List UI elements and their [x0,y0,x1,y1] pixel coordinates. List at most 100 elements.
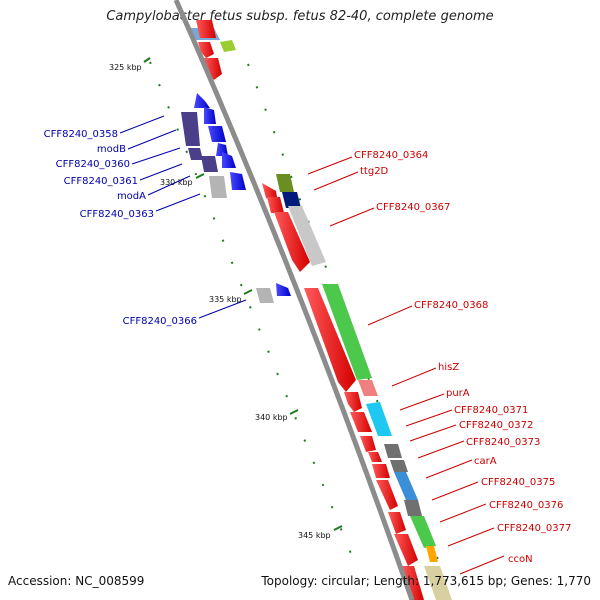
gene-feature [216,143,228,156]
gene-feature [181,112,200,146]
label-leader [399,393,445,411]
gene-label[interactable]: hisZ [438,362,459,373]
gene-label[interactable]: CFF8240_0375 [481,477,555,488]
gene-feature [372,464,390,478]
gene-feature [198,42,214,58]
label-leader [119,115,165,134]
gene-label[interactable]: modB [97,144,126,155]
gene-label[interactable]: CFF8240_0360 [56,159,130,170]
reverse-gene-labels: CFF8240_0358 modB CFF8240_0360 CFF8240_0… [44,115,247,327]
label-leader [409,424,457,442]
gene-feature [426,546,438,562]
forward-gene-labels: CFF8240_0364 ttg2D CFF8240_0367 CFF8240_… [307,150,571,575]
gene-label[interactable]: CFF8240_0376 [489,500,563,511]
gene-feature [360,436,376,452]
gene-feature [204,58,222,80]
label-leader [127,129,177,150]
label-leader [329,207,375,227]
label-leader [425,459,473,479]
gene-feature [282,192,301,208]
gene-feature [390,460,408,472]
gene-label[interactable]: CFF8240_0372 [459,420,533,431]
gene-feature [220,40,236,52]
label-leader [439,503,487,523]
gene-label[interactable]: CFF8240_0368 [414,300,488,311]
gene-feature [344,392,362,412]
gene-feature [358,380,378,396]
gene-label[interactable]: carA [474,456,497,467]
gene-feature [204,107,216,124]
tick-label-340: 340 kbp [255,413,288,422]
gene-feature [201,156,218,172]
gene-feature [276,174,294,192]
label-leader [198,299,247,319]
gene-label[interactable]: CFF8240_0373 [466,437,540,448]
gene-label[interactable]: CFF8240_0363 [80,209,154,220]
reverse-strand-features [181,28,291,303]
gene-label[interactable]: CFF8240_0377 [497,523,571,534]
tick-label-325: 325 kbp [109,63,142,72]
gene-feature [322,284,372,380]
label-leader [307,156,353,175]
gene-label[interactable]: ttg2D [360,166,389,177]
gene-label[interactable]: CFF8240_0361 [64,176,138,187]
gene-label[interactable]: CFF8240_0366 [123,316,197,327]
gene-feature [376,480,398,510]
gene-feature [188,148,203,160]
gene-feature [404,500,422,516]
gene-feature [394,534,418,566]
label-leader [447,527,495,547]
gene-feature [394,472,418,500]
gene-feature [230,172,246,190]
forward-strand-features [196,20,452,600]
label-leader [367,305,413,326]
gene-feature [388,512,406,534]
gene-feature [384,444,402,458]
gene-feature [410,516,436,548]
label-leader [391,367,437,387]
gene-feature [424,566,452,600]
gene-feature [222,152,236,168]
tick-labels: 325 kbp 330 kbp 335 kbp 340 kbp 345 kbp [109,57,343,540]
gene-feature [267,197,284,213]
gene-label[interactable]: purA [446,388,470,399]
gene-label[interactable]: CFF8240_0358 [44,129,118,140]
gene-feature [274,212,310,272]
label-leader [147,175,191,196]
gene-feature [208,126,226,142]
gene-feature [256,288,274,303]
gene-label[interactable]: CFF8240_0367 [376,202,450,213]
gene-label[interactable]: modA [117,191,146,202]
gene-feature [368,452,382,462]
gene-feature [209,176,227,198]
tick-mark [143,57,151,63]
tick-mark [243,289,253,295]
accession-text: Accession: NC_008599 [8,574,145,588]
tick-mark [333,525,343,531]
tick-mark [289,409,299,415]
label-leader [431,481,479,501]
gene-feature [366,402,392,436]
genome-backbone [173,0,415,600]
gene-feature [288,206,326,266]
tick-label-345: 345 kbp [298,531,331,540]
label-leader [313,171,359,191]
gene-feature [196,20,216,38]
gene-feature [194,93,210,108]
tick-mark [195,173,205,179]
label-leader [131,147,181,165]
label-leader [417,440,465,459]
label-leader [405,409,453,427]
tick-label-335: 335 kbp [209,295,242,304]
gene-label[interactable]: CFF8240_0371 [454,405,528,416]
genome-stats-text: Topology: circular; Length: 1,773,615 bp… [261,574,591,588]
gene-feature [402,566,424,600]
gene-label[interactable]: ccoN [508,554,533,565]
label-leader [155,193,201,212]
label-leader [139,163,183,181]
label-leader [459,555,505,575]
gene-feature [304,288,356,392]
gene-label[interactable]: CFF8240_0364 [354,150,428,161]
gene-feature [350,412,372,432]
